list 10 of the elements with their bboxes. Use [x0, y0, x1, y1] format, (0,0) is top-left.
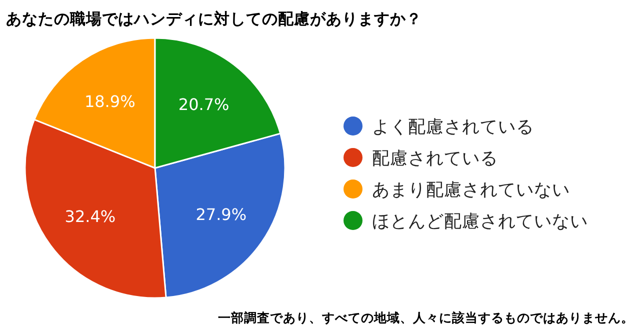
data-label: 18.9%	[84, 92, 136, 112]
legend-label: よく配慮されている	[372, 118, 534, 138]
legend-label: 配慮されている	[372, 149, 498, 169]
text: 一部調査であり、すべての地域、人々に該当するものではありません。	[218, 310, 634, 325]
data-label: 27.9%	[196, 205, 247, 224]
chart-title: あなたの職場ではハンディに対しての配慮がありますか？	[6, 9, 422, 28]
data-label: 20.7%	[178, 94, 230, 114]
data-label: 32.4%	[64, 206, 116, 226]
legend-label: ほとんど配慮されていない	[372, 212, 588, 232]
legend-label: あまり配慮されていない	[372, 180, 570, 200]
